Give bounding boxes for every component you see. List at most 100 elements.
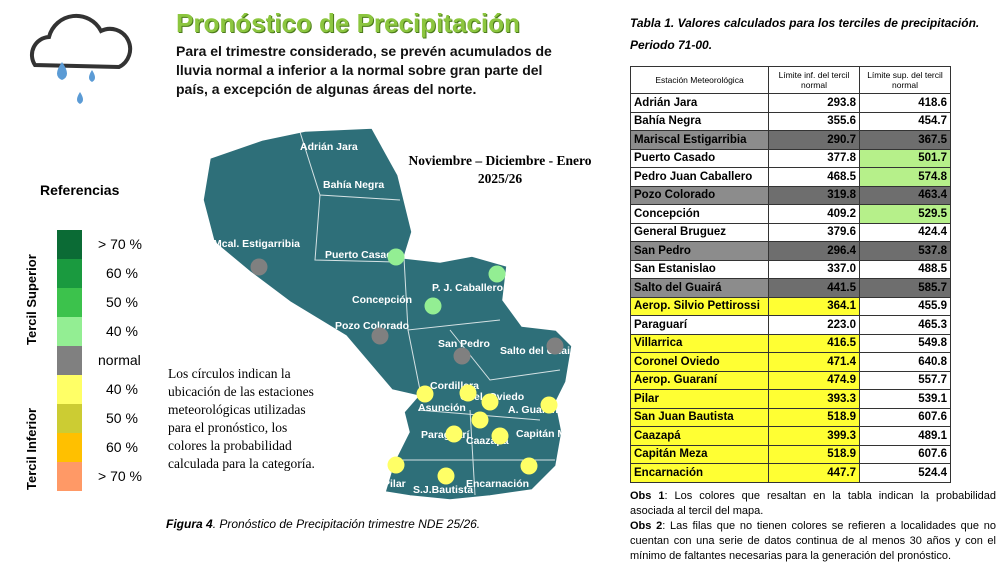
- legend-label: 40 %: [106, 381, 138, 397]
- table-cell: 463.4: [859, 185, 951, 205]
- map-label: S.J.Bautista: [413, 484, 473, 496]
- table-cell: 337.0: [768, 259, 860, 279]
- header-cell: Estación Meteorológica: [630, 66, 769, 94]
- caption-line: Periodo 71-00.: [630, 38, 713, 52]
- map-note: calculada para la categoría.: [168, 456, 315, 471]
- legend-swatch: [57, 404, 82, 433]
- table-cell: 409.2: [768, 204, 860, 224]
- summary-line: Para el trimestre considerado, se prevén…: [176, 43, 552, 59]
- table-row: General Bruguez 379.6 424.4: [630, 222, 951, 242]
- table-cell: 364.1: [768, 296, 860, 316]
- table-row: San Juan Bautista 518.9 607.6: [630, 407, 951, 427]
- map-note: meteorológicas utilizadas: [168, 402, 306, 417]
- legend-swatch: [57, 259, 82, 288]
- table-row: Mariscal Estigarribia 290.7 367.5: [630, 130, 951, 150]
- legend-swatch: [57, 433, 82, 462]
- map-note: colores la probabilidad: [168, 438, 292, 453]
- table-row: Puerto Casado 377.8 501.7: [630, 148, 951, 168]
- table-cell: 296.4: [768, 241, 860, 261]
- thresholds-table: Estación Meteorológica Límite inf. del te…: [630, 66, 951, 483]
- table-row: Aerop. Silvio Pettirossi 364.1 455.9: [630, 296, 951, 316]
- table-row: Villarrica 416.5 549.8: [630, 333, 951, 353]
- station-point: [416, 385, 434, 403]
- map-label: Asunción: [418, 402, 466, 414]
- map-label: Encarnación: [466, 478, 529, 490]
- cloud-icon: [29, 13, 133, 70]
- note: Obs 1: Los colores que resaltan en la ta…: [630, 489, 996, 519]
- table-cell: 474.9: [768, 370, 860, 390]
- table-cell: Aerop. Silvio Pettirossi: [630, 296, 769, 316]
- rain-icon: [57, 62, 95, 104]
- period: 2025/26: [478, 171, 523, 186]
- legend-swatch: [57, 462, 82, 491]
- station-point: [371, 327, 389, 345]
- table-cell: Pilar: [630, 389, 769, 409]
- legend-label: > 70 %: [98, 236, 142, 252]
- table-cell: 549.8: [859, 333, 951, 353]
- table-row: Pedro Juan Caballero 468.5 574.8: [630, 167, 951, 187]
- figure: Referencias > 70 % 60 % 50 % 40 % normal 40 % 5…: [24, 13, 592, 531]
- table-cell: 293.8: [768, 93, 860, 113]
- table-cell: 319.8: [768, 185, 860, 205]
- period: Noviembre – Diciembre - Enero: [409, 153, 592, 168]
- map-label: Puerto Casado: [325, 249, 399, 261]
- caption-line: Tabla 1. Valores calculados para los ter…: [630, 16, 980, 30]
- table-cell: 223.0: [768, 315, 860, 335]
- map-note: ubicación de las estaciones: [168, 384, 314, 399]
- legend-title: Referencias: [40, 182, 120, 198]
- table-cell: 607.6: [859, 407, 951, 427]
- table-cell: Adrián Jara: [630, 93, 769, 113]
- table-cell: Puerto Casado: [630, 148, 769, 168]
- table-cell: 399.3: [768, 426, 860, 446]
- table-cell: 539.1: [859, 389, 951, 409]
- table-cell: Aerop. Guaraní: [630, 370, 769, 390]
- table-row: Pozo Colorado 319.8 463.4: [630, 185, 951, 205]
- table-cell: 393.3: [768, 389, 860, 409]
- table-cell: Encarnación: [630, 463, 769, 483]
- station-point: [491, 427, 509, 445]
- legend-lower: Tercil Inferior: [24, 408, 39, 490]
- table-cell: 607.6: [859, 444, 951, 464]
- legend-swatch: [57, 317, 82, 346]
- legend-label: 60 %: [106, 439, 138, 455]
- table-cell: San Pedro: [630, 241, 769, 261]
- header-cell: Límite inf. del tercil normal: [768, 66, 860, 94]
- station-point: [488, 265, 506, 283]
- header-row: Estación Meteorológica Límite inf. del te…: [630, 66, 951, 94]
- map-label: Bahía Negra: [323, 179, 384, 191]
- map-note: para el pronóstico, los: [168, 420, 287, 435]
- table-cell: 377.8: [768, 148, 860, 168]
- table-cell: 574.8: [859, 167, 951, 187]
- map-label: Adrián Jara: [300, 141, 358, 153]
- legend-swatch: [57, 375, 82, 404]
- station-point: [459, 384, 477, 402]
- table-row: Salto del Guairá 441.5 585.7: [630, 278, 951, 298]
- station-point: [387, 248, 405, 266]
- notes: Obs 1: Los colores que resaltan en la ta…: [630, 489, 996, 564]
- note-text: : Las filas que no tienen colores se ref…: [630, 520, 996, 562]
- table-cell: 454.7: [859, 111, 951, 131]
- table-cell: 524.4: [859, 463, 951, 483]
- table-cell: Mariscal Estigarribia: [630, 130, 769, 150]
- table-cell: 518.9: [768, 444, 860, 464]
- table-cell: Concepción: [630, 204, 769, 224]
- map-shape: [202, 127, 573, 501]
- legend-label: 50 %: [106, 294, 138, 310]
- legend-label: 60 %: [106, 265, 138, 281]
- header-cell: Límite sup. del tercil normal: [859, 66, 951, 94]
- table-cell: 424.4: [859, 222, 951, 242]
- table-cell: 585.7: [859, 278, 951, 298]
- table-row: Encarnación 447.7 524.4: [630, 463, 951, 483]
- table-cell: 471.4: [768, 352, 860, 372]
- table-row: Capitán Meza 518.9 607.6: [630, 444, 951, 464]
- station-point: [471, 411, 489, 429]
- note: Obs 2: Las filas que no tienen colores s…: [630, 519, 996, 564]
- table-cell: 416.5: [768, 333, 860, 353]
- table-row: Concepción 409.2 529.5: [630, 204, 951, 224]
- map-label: Pozo Colorado: [335, 320, 409, 332]
- legend-swatch: [57, 230, 82, 259]
- table-cell: 557.7: [859, 370, 951, 390]
- legend-label: > 70 %: [98, 468, 142, 484]
- map-label: Salto del Guairá: [500, 345, 580, 357]
